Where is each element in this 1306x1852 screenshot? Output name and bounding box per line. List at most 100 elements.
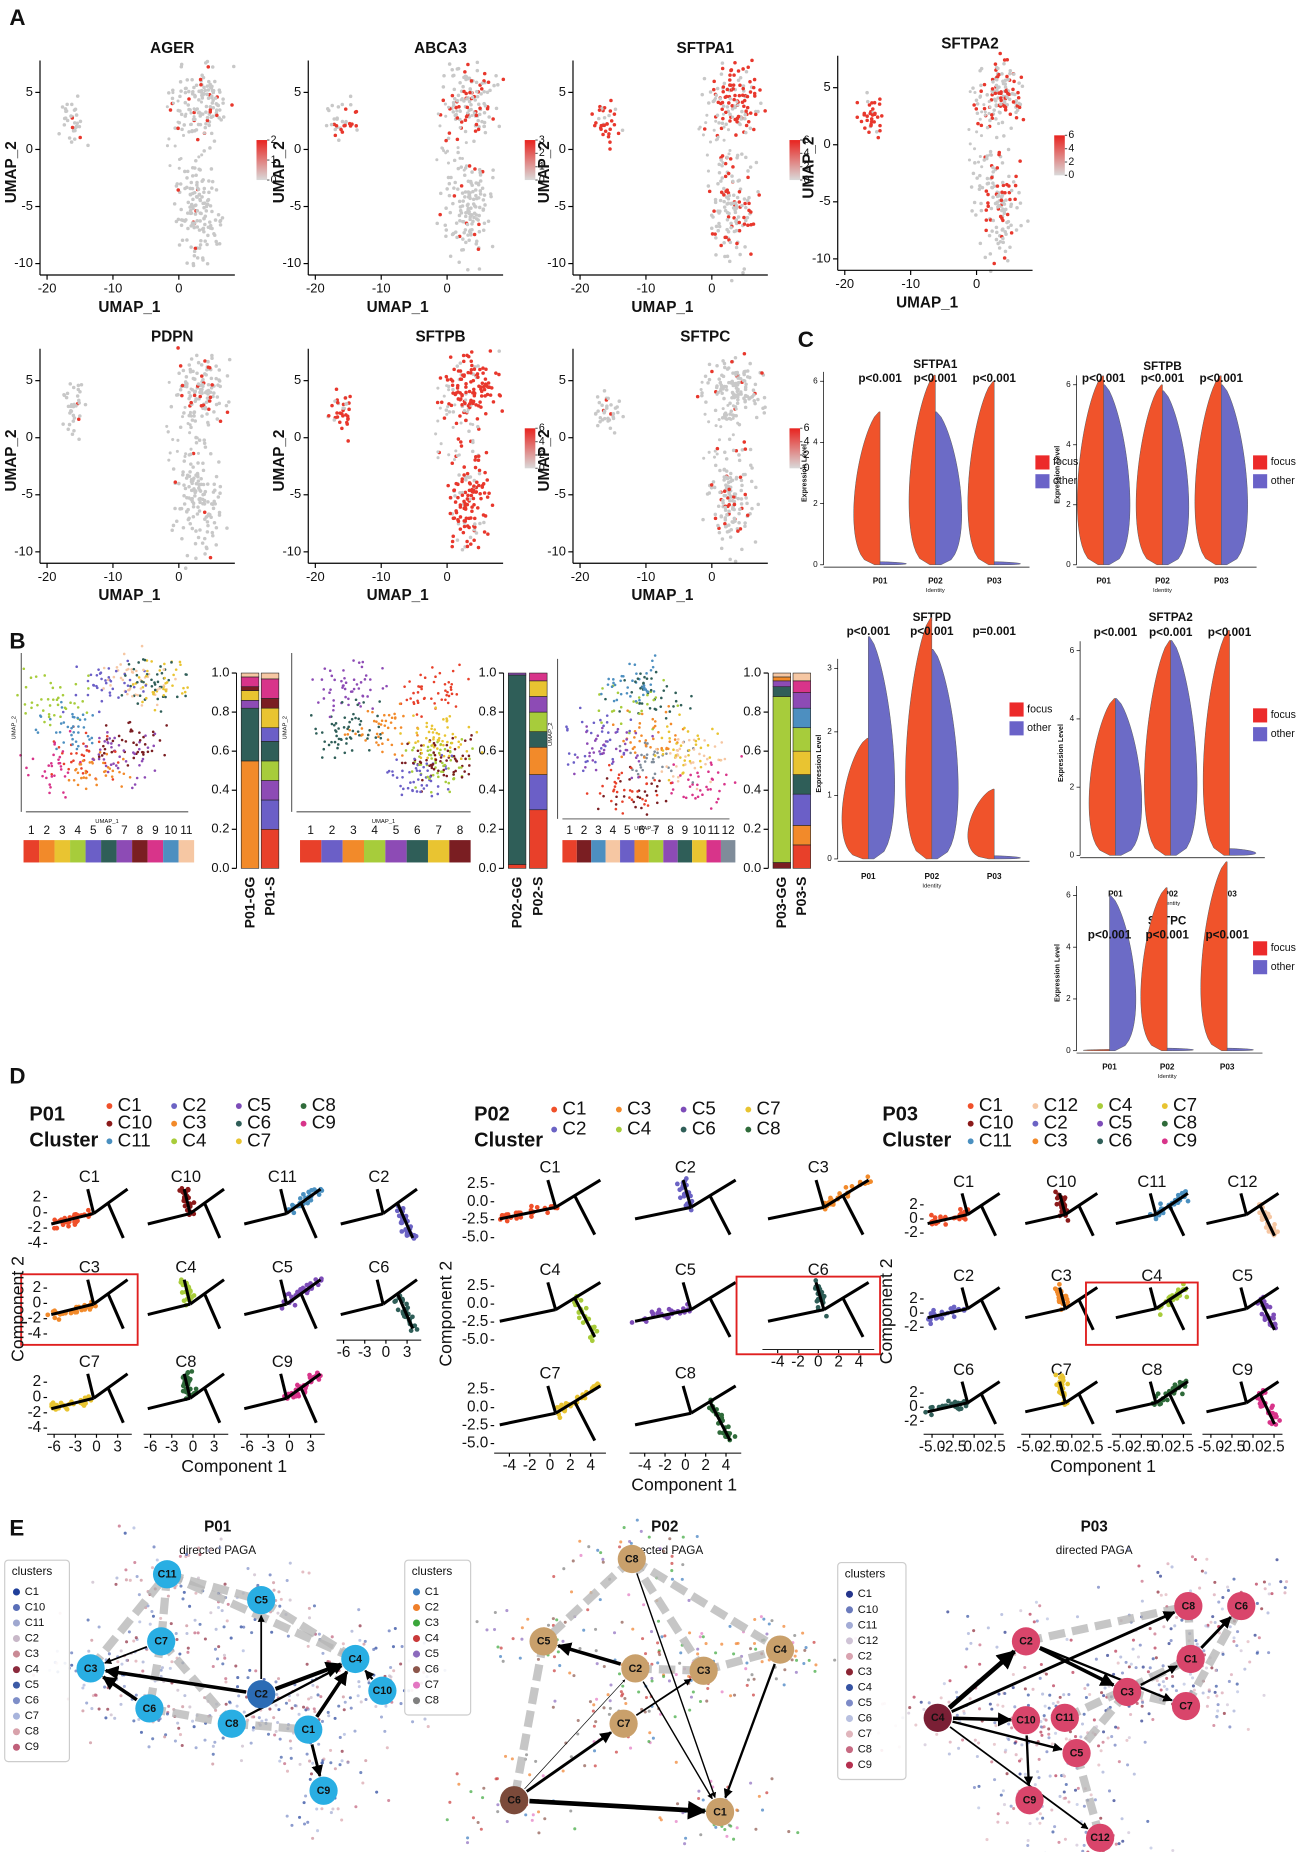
y-tick-label: 2.5 <box>467 1175 488 1192</box>
bar-segment <box>792 727 811 752</box>
cell-dot <box>865 90 869 95</box>
cell-dot <box>466 354 471 359</box>
cell-dot <box>196 535 201 540</box>
legend-label: C9 <box>312 1112 336 1133</box>
cell-dot <box>128 775 132 779</box>
cell-dot <box>719 383 724 387</box>
cell-dot <box>108 737 112 740</box>
cell-dot <box>465 97 469 101</box>
cell-dot <box>721 85 726 89</box>
cell-dot <box>369 688 372 692</box>
cell-dot <box>736 215 741 219</box>
cell-dot <box>983 113 987 117</box>
cell-dot <box>485 90 490 95</box>
cell-dot <box>348 728 351 732</box>
cell-dot <box>467 754 471 758</box>
cell-dot <box>456 187 460 191</box>
cluster-swatch <box>54 840 71 863</box>
cell-dot <box>674 754 678 757</box>
cell-dot <box>197 110 201 114</box>
cell-dot <box>613 785 617 788</box>
cell-dot <box>476 364 480 368</box>
cell-dot <box>723 365 727 370</box>
bar-segment <box>772 696 791 863</box>
cell-dot <box>482 124 487 129</box>
cell-dot <box>205 412 209 416</box>
cell-dot <box>194 83 199 88</box>
cell-dot <box>653 772 657 776</box>
cell-dot <box>691 783 694 786</box>
highlight-box <box>735 1275 882 1356</box>
cell-dot <box>447 754 451 758</box>
cell-dot <box>340 679 343 683</box>
cell-dot <box>457 105 461 109</box>
cell-dot <box>451 103 456 108</box>
cell-dot <box>419 790 422 794</box>
cell-dot <box>480 119 484 124</box>
scale-tick-label: 2 <box>271 134 277 146</box>
cell-dot <box>710 777 714 781</box>
cell-dot <box>91 714 94 717</box>
y-tick-label: 0.2 <box>211 821 229 836</box>
cell-dot <box>420 687 423 691</box>
cell-dot <box>720 121 725 126</box>
cell-dot <box>200 179 204 184</box>
plot-title: AGER <box>150 40 194 57</box>
panel-title: P01 <box>29 1104 65 1126</box>
legend-dot <box>106 1138 113 1145</box>
cell-dot <box>462 173 467 178</box>
cell-dot <box>990 87 995 91</box>
cell-dot <box>214 108 219 112</box>
cell-dot <box>400 793 404 797</box>
cell-dot <box>164 688 167 692</box>
cell-dot <box>188 431 192 435</box>
cell-dot <box>497 372 501 377</box>
panel-title: P03 <box>882 1104 918 1126</box>
cell-dot <box>217 401 222 406</box>
cell-dot <box>199 100 203 104</box>
cell-dot <box>629 741 632 744</box>
cell-dot <box>690 694 693 698</box>
cell-dot <box>379 723 383 726</box>
cell-dot <box>731 404 735 408</box>
cell-dot <box>377 725 381 729</box>
cell-dot <box>436 792 440 796</box>
cell-dot <box>418 769 422 773</box>
cell-dot <box>72 137 77 141</box>
cell-dot <box>737 190 742 194</box>
cell-dot <box>594 760 597 764</box>
facet-title: C10 <box>1046 1173 1076 1191</box>
cell-dot <box>724 94 729 99</box>
cell-dot <box>716 771 720 774</box>
cell-dot <box>640 709 643 713</box>
cell-dot <box>200 383 205 387</box>
cell-dot <box>470 170 474 174</box>
cell-dot <box>744 130 748 135</box>
cell-dot <box>64 1406 69 1411</box>
cell-dot <box>481 371 485 375</box>
cell-dot <box>745 375 750 379</box>
cell-dot <box>112 762 115 765</box>
y-tick-label: 0.0 <box>467 1399 488 1416</box>
cell-dot <box>185 176 189 180</box>
cluster-number: 10 <box>693 824 707 837</box>
cell-dot <box>460 204 465 208</box>
cell-dot <box>47 713 51 716</box>
cell-dot <box>467 99 472 104</box>
cell-dot <box>195 225 200 229</box>
cluster-swatch <box>300 840 322 863</box>
cell-dot <box>490 386 494 390</box>
legend-title: Cluster <box>882 1130 951 1152</box>
cell-dot <box>166 430 170 434</box>
cell-dot <box>476 127 481 132</box>
cell-dot <box>743 201 747 206</box>
cell-dot <box>985 125 990 130</box>
cell-dot <box>629 1320 635 1325</box>
cell-dot <box>185 261 189 265</box>
cell-dot <box>185 553 190 558</box>
cell-dot <box>720 61 725 65</box>
cell-dot <box>734 393 738 397</box>
cell-dot <box>749 463 753 468</box>
trajectory <box>285 1278 322 1306</box>
cell-dot <box>618 749 622 753</box>
